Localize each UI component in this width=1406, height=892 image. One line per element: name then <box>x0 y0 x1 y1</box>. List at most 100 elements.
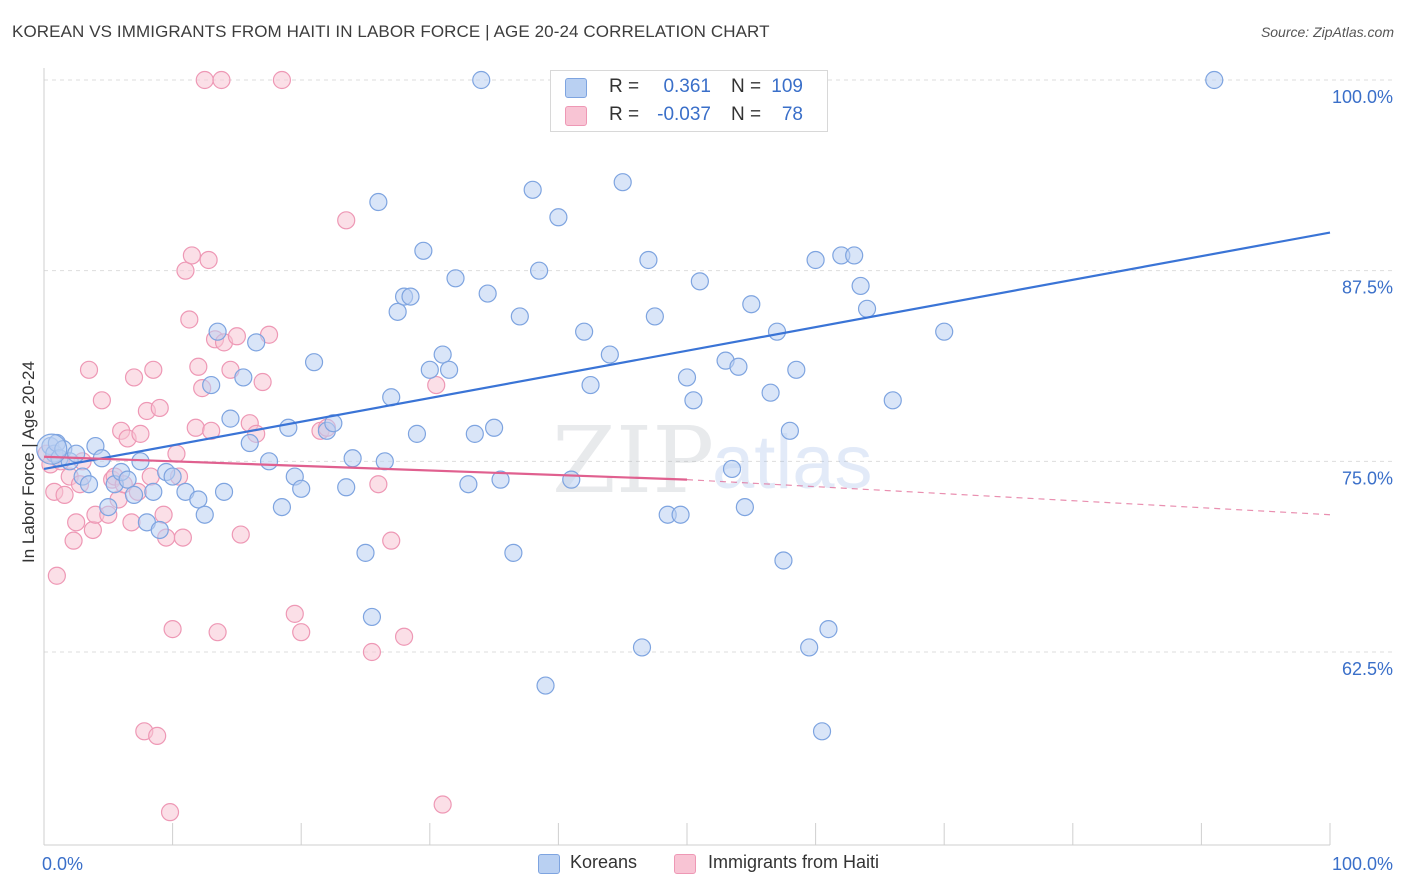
haiti-point <box>176 261 195 280</box>
y-tick-label: 75.0% <box>1342 468 1393 488</box>
haiti-point <box>337 211 356 230</box>
korean-trend-line <box>43 231 1331 471</box>
haiti-point <box>163 620 182 639</box>
haiti-point <box>173 528 192 547</box>
haiti-point <box>148 726 167 745</box>
y-tick-label: 62.5% <box>1342 659 1393 679</box>
haiti-point <box>55 485 74 504</box>
haiti-point <box>186 418 205 437</box>
watermark: ZIP atlas <box>552 407 873 514</box>
korean-point <box>407 424 427 443</box>
korean-point <box>857 299 877 318</box>
x-tick-label: 100.0% <box>1332 854 1393 874</box>
axis-labels: 100.0% 87.5% 75.0% 62.5% 0.0% 100.0% In Labor … <box>19 87 1393 874</box>
haiti-point <box>253 372 272 392</box>
korean-point <box>214 482 234 501</box>
korean-point <box>304 353 324 372</box>
korean-point <box>774 551 793 570</box>
haiti-point <box>182 246 201 265</box>
korean-point <box>478 284 497 303</box>
haiti-point <box>195 70 214 90</box>
korean-point <box>729 357 748 376</box>
haiti-point <box>362 642 382 662</box>
haiti-point <box>160 803 180 822</box>
haiti-point <box>79 360 99 379</box>
korean-point <box>369 192 388 212</box>
korean-point <box>812 722 832 741</box>
korean-point <box>639 250 658 270</box>
korean-point <box>883 391 902 410</box>
korean-point <box>208 322 227 341</box>
haiti-point <box>208 623 227 642</box>
legend-n-value: 78 <box>781 104 803 125</box>
haiti-point <box>154 505 173 524</box>
y-axis-title: In Labor Force | Age 20-24 <box>19 361 38 563</box>
korean-point <box>189 490 208 509</box>
haiti-point <box>369 475 388 494</box>
korean-point <box>401 287 420 306</box>
korean-point <box>722 459 742 479</box>
korean-point <box>632 638 652 657</box>
korean-point <box>150 520 169 540</box>
korean-point <box>465 424 484 443</box>
haiti-trend-line <box>43 455 688 481</box>
korean-point <box>446 269 465 288</box>
korean-point <box>118 470 137 489</box>
legend-row-koreans: R = 0.361 N = 109 <box>551 73 827 101</box>
korean-point <box>780 421 799 440</box>
haiti-point <box>64 531 83 550</box>
korean-point <box>523 180 542 199</box>
haiti-point <box>131 424 150 443</box>
legend-swatch-koreans <box>565 78 587 98</box>
legend-n-label: N = <box>731 104 762 125</box>
korean-point <box>144 482 163 501</box>
korean-point <box>195 505 214 524</box>
korean-point <box>645 307 664 326</box>
korean-point <box>362 607 382 627</box>
korean-point <box>356 543 375 562</box>
haiti-point <box>199 250 218 270</box>
y-tick-label: 100.0% <box>1332 87 1393 107</box>
korean-point <box>690 272 709 291</box>
korean-point <box>247 333 266 352</box>
korean-point <box>375 452 394 471</box>
korean-point <box>485 418 504 437</box>
korean-point <box>613 173 632 192</box>
legend-r-value: -0.037 <box>657 104 711 125</box>
source-label: Source: ZipAtlas.com <box>1260 24 1394 40</box>
korean-point <box>562 470 581 489</box>
haiti-point <box>47 566 66 585</box>
korean-point <box>600 345 619 364</box>
legend-n-label: N = <box>731 76 762 97</box>
haiti-point <box>141 467 160 486</box>
haiti-point <box>83 520 102 540</box>
haiti-point <box>231 525 250 544</box>
y-tick-label: 87.5% <box>1342 278 1393 298</box>
watermark-zip: ZIP <box>552 407 714 514</box>
korean-point <box>221 409 240 428</box>
haiti-point <box>227 327 246 346</box>
korean-point <box>124 485 144 504</box>
korean-point <box>935 322 954 341</box>
korean-point <box>767 322 787 341</box>
correlation-legend: R = 0.361 N = 109 R = -0.037 N = 78 <box>550 70 828 132</box>
korean-point <box>845 246 864 265</box>
korean-point <box>671 505 690 524</box>
korean-point <box>735 497 754 517</box>
korean-point <box>549 208 568 227</box>
korean-point <box>800 638 819 657</box>
korean-point <box>684 391 703 410</box>
bottom-legend-label-koreans: Koreans <box>570 852 638 872</box>
korean-points <box>36 70 1224 741</box>
korean-point <box>491 470 510 489</box>
haiti-point <box>92 391 111 410</box>
korean-point <box>819 620 838 639</box>
korean-point <box>510 307 529 326</box>
legend-row-haiti: R = -0.037 N = 78 <box>551 101 827 129</box>
chart-title: KOREAN VS IMMIGRANTS FROM HAITI IN LABOR… <box>12 22 770 41</box>
haiti-point <box>167 444 186 463</box>
haiti-point <box>427 375 446 395</box>
korean-point <box>459 475 478 494</box>
legend-r-label: R = <box>609 104 640 125</box>
